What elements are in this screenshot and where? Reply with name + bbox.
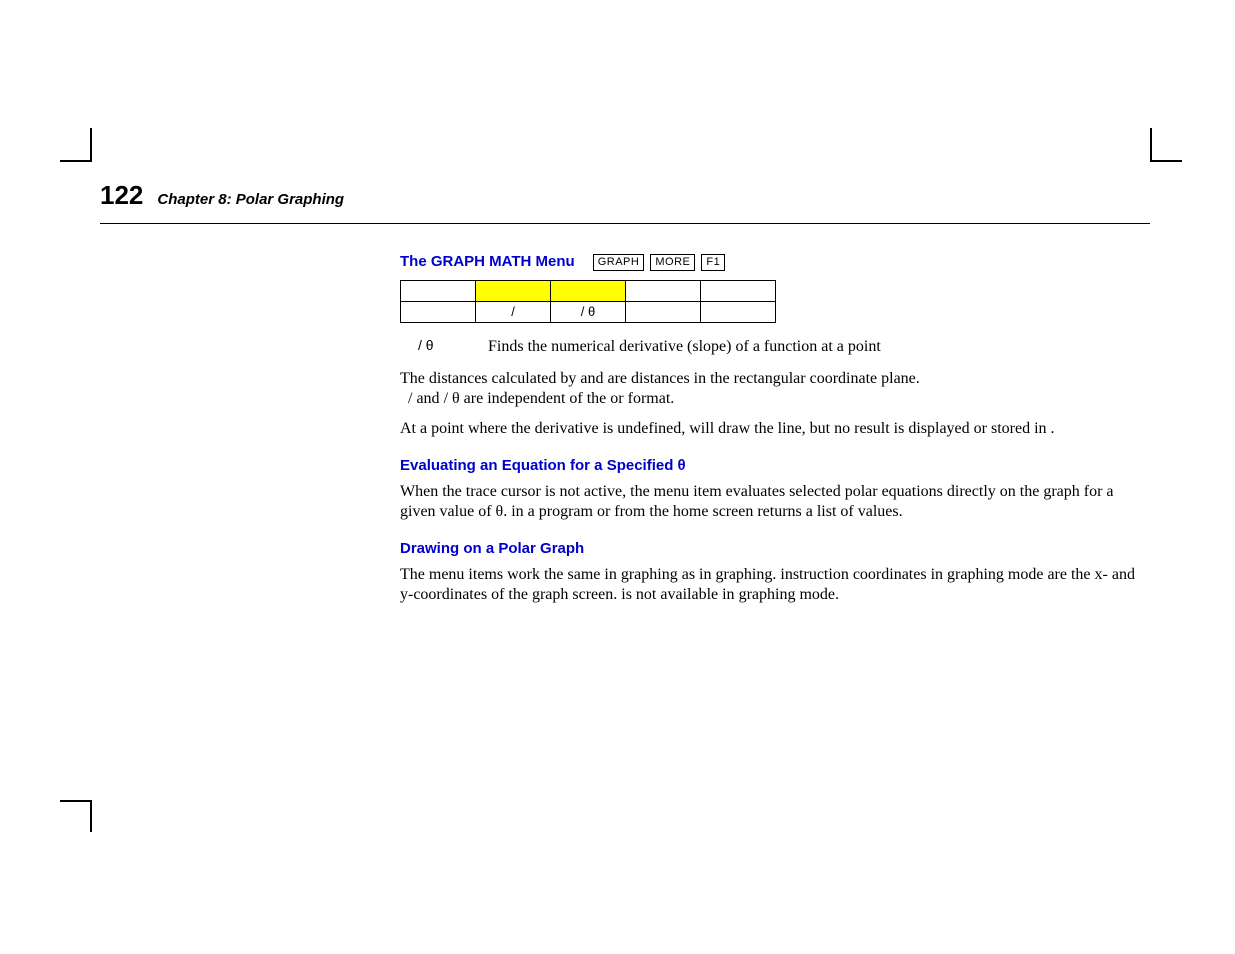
paragraph: At a point where the derivative is undef…: [400, 419, 1140, 439]
section-title: The GRAPH MATH Menu: [400, 253, 575, 272]
paragraph: The menu items work the same in graphing…: [400, 565, 1140, 605]
text: .: [1051, 420, 1055, 437]
text: At a point where the derivative is undef…: [400, 420, 689, 437]
definition-term: / θ: [418, 337, 488, 357]
menu-cell-highlight: [476, 281, 551, 302]
menu-cell: [401, 281, 476, 302]
page-number: 122: [100, 180, 143, 211]
menu-cell: [401, 302, 476, 323]
crop-mark: [60, 160, 92, 162]
text: menu item: [654, 483, 726, 500]
keycap-f1: F1: [701, 254, 725, 271]
text: format.: [628, 390, 675, 407]
menu-cell: [701, 302, 776, 323]
menu-cell: / θ: [551, 302, 626, 323]
menu-cell: [626, 281, 701, 302]
text: in a program or from the home screen ret…: [511, 503, 858, 520]
text: is not available in: [621, 586, 738, 603]
keycap-more: MORE: [650, 254, 695, 271]
text: and: [580, 370, 607, 387]
crop-mark: [1150, 160, 1182, 162]
section-title: Evaluating an Equation for a Specified θ: [400, 457, 1140, 476]
text: menu items work the same in: [429, 566, 621, 583]
menu-cell: [701, 281, 776, 302]
text: instruction coordinates in: [780, 566, 947, 583]
definition-row: / θ Finds the numerical derivative (slop…: [418, 337, 1140, 357]
text: and: [416, 390, 443, 407]
text: The: [400, 566, 429, 583]
text: or: [610, 390, 627, 407]
text: The distances calculated by: [400, 370, 580, 387]
chapter-label: Chapter 8: Polar Graphing: [157, 191, 344, 208]
text: graphing.: [716, 566, 781, 583]
menu-cell: /: [476, 302, 551, 323]
text: are distances in the rectangular coordin…: [607, 370, 919, 387]
text: Evaluating an Equation for a Specified: [400, 457, 678, 474]
crop-mark: [1150, 128, 1152, 160]
menu-table: / / θ: [400, 280, 776, 323]
section-title: Drawing on a Polar Graph: [400, 540, 1140, 559]
section-heading-row: The GRAPH MATH Menu GRAPH MORE F1: [400, 252, 1140, 272]
text: /: [408, 390, 412, 407]
text: /: [444, 390, 448, 407]
theta-symbol: θ: [678, 457, 686, 474]
text: will draw the line, but no result is dis…: [689, 420, 1050, 437]
text: graphing mode.: [739, 586, 839, 603]
crop-mark: [90, 800, 92, 832]
paragraph: When the trace cursor is not active, the…: [400, 482, 1140, 522]
definition-desc: Finds the numerical derivative (slope) o…: [488, 337, 881, 357]
page-header: 122 Chapter 8: Polar Graphing: [100, 180, 1150, 211]
crop-mark: [90, 128, 92, 160]
crop-mark: [60, 800, 92, 802]
menu-cell: [626, 302, 701, 323]
key-sequence: GRAPH MORE F1: [593, 252, 727, 272]
paragraph: The distances calculated by and are dist…: [400, 369, 1140, 409]
keycap-graph: GRAPH: [593, 254, 645, 271]
menu-cell-highlight: [551, 281, 626, 302]
text: θ are independent of the: [452, 390, 610, 407]
text: graphing as in: [621, 566, 716, 583]
text: values.: [858, 503, 903, 520]
text: When the trace cursor is not active, the: [400, 483, 654, 500]
header-rule: [100, 223, 1150, 224]
